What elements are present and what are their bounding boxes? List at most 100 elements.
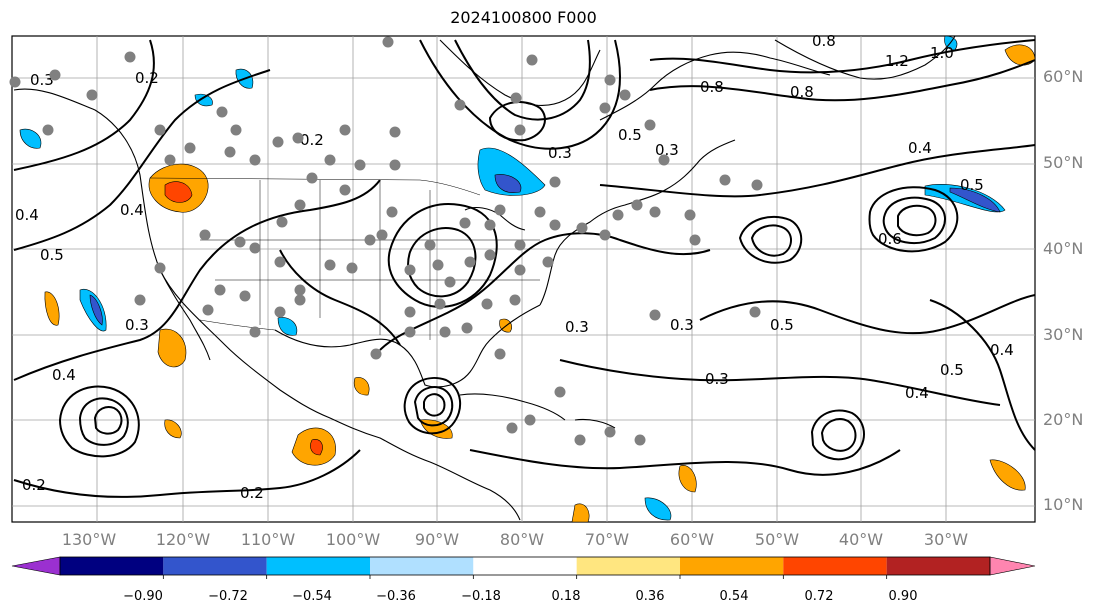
colorbar-tick-label: 0.54	[720, 589, 749, 604]
station-dot	[649, 309, 661, 321]
station-dot	[514, 124, 526, 136]
station-dot	[216, 106, 228, 118]
orange-region	[164, 419, 182, 439]
contour-label: 0.2	[300, 131, 324, 149]
blue-region	[89, 294, 103, 326]
us-mexico-border	[199, 319, 276, 331]
station-dot	[164, 154, 176, 166]
contour-label: 0.4	[120, 201, 144, 219]
contour-label: 0.2	[135, 69, 159, 87]
station-dot	[454, 99, 466, 111]
station-dot	[42, 124, 54, 136]
station-dot	[354, 159, 366, 171]
station-dot	[719, 174, 731, 186]
lon-label: 90°W	[415, 530, 459, 549]
station-dot	[134, 294, 146, 306]
contour-label: 0.3	[30, 71, 54, 89]
colorbar-tick-label: 0.72	[805, 589, 834, 604]
colorbar-segment	[576, 557, 680, 575]
lat-label: 40°N	[1043, 239, 1083, 258]
station-dot	[249, 326, 261, 338]
east-coast	[539, 139, 736, 306]
contour-label: 0.4	[15, 206, 39, 224]
contour-label: 1.2	[885, 52, 909, 70]
contour-label: 0.3	[705, 370, 729, 388]
blue-region	[19, 128, 42, 149]
orange-region	[44, 291, 60, 326]
gulf-coast	[274, 304, 541, 388]
contour-line	[379, 232, 711, 351]
station-dot	[459, 217, 471, 229]
contour-label: 0.6	[878, 230, 902, 248]
station-dot	[404, 326, 416, 338]
contour-label: 0.8	[812, 32, 836, 50]
station-dot	[506, 422, 518, 434]
colorbar-segment	[370, 557, 474, 575]
station-dot	[124, 51, 136, 63]
station-dot	[324, 154, 336, 166]
blue-region	[277, 317, 298, 336]
station-dot	[484, 249, 496, 261]
lon-label: 110°W	[241, 530, 296, 549]
contour-line	[599, 144, 1036, 198]
lon-label: 130°W	[62, 530, 117, 549]
blue-region	[477, 147, 546, 196]
contour-line	[58, 385, 140, 458]
station-dot	[612, 209, 624, 221]
contour-label: 0.3	[125, 316, 149, 334]
contour-line	[649, 59, 1036, 102]
lat-label: 20°N	[1043, 410, 1083, 429]
station-dot	[239, 290, 251, 302]
contour-label: 0.8	[700, 78, 724, 96]
station-dot	[619, 89, 631, 101]
colorbar-tick-labels: −0.90 −0.72 −0.54 −0.36 −0.18 0.18 0.36 …	[123, 589, 917, 604]
station-dot	[599, 229, 611, 241]
station-dot	[439, 326, 451, 338]
station-dot	[214, 284, 226, 296]
lat-label: 60°N	[1043, 67, 1083, 86]
colorbar	[11, 556, 1036, 579]
station-dot	[514, 264, 526, 276]
station-dot	[424, 239, 436, 251]
colorbar-segment	[163, 557, 267, 575]
station-dot	[294, 284, 306, 296]
shaded-anomaly-areas	[19, 35, 1036, 523]
contour-label: 0.5	[40, 246, 64, 264]
station-dot	[542, 256, 554, 268]
station-dot	[294, 294, 306, 306]
contour-line	[738, 215, 803, 264]
colorbar-extend-min	[11, 556, 61, 576]
contour-label: 0.2	[240, 484, 264, 502]
contour-value-labels: 0.2 0.3 0.4 0.4 0.3 0.6 0.8 0.8 0.8 1.2 …	[15, 32, 1014, 502]
contour-line	[454, 39, 591, 121]
us-canada-border	[149, 177, 481, 196]
contour-line	[279, 249, 401, 346]
lon-label: 50°W	[755, 530, 799, 549]
state-borders	[149, 177, 540, 340]
lat-label: 50°N	[1043, 153, 1083, 172]
contour-label: 0.4	[905, 384, 929, 402]
contour-label: 0.2	[22, 476, 46, 494]
station-dot	[751, 179, 763, 191]
north-america-coast	[13, 88, 521, 521]
contour-line	[750, 224, 792, 257]
station-dot	[604, 426, 616, 438]
colorbar-extend-max	[989, 556, 1036, 576]
contour-line	[93, 406, 123, 435]
station-dot	[274, 306, 286, 318]
station-dot	[461, 322, 473, 334]
contour-label: 0.3	[655, 141, 679, 159]
station-dot	[549, 176, 561, 188]
station-dot	[339, 184, 351, 196]
map-panel	[11, 35, 1036, 523]
contour-label: 0.4	[990, 341, 1014, 359]
blue-region	[494, 174, 522, 193]
station-dot	[634, 434, 646, 446]
lon-label: 100°W	[326, 530, 381, 549]
station-dot	[434, 298, 446, 310]
station-dot	[534, 206, 546, 218]
station-dot	[599, 102, 611, 114]
colorbar-segment	[783, 557, 887, 575]
station-dot	[649, 206, 661, 218]
contour-line	[699, 294, 1036, 335]
